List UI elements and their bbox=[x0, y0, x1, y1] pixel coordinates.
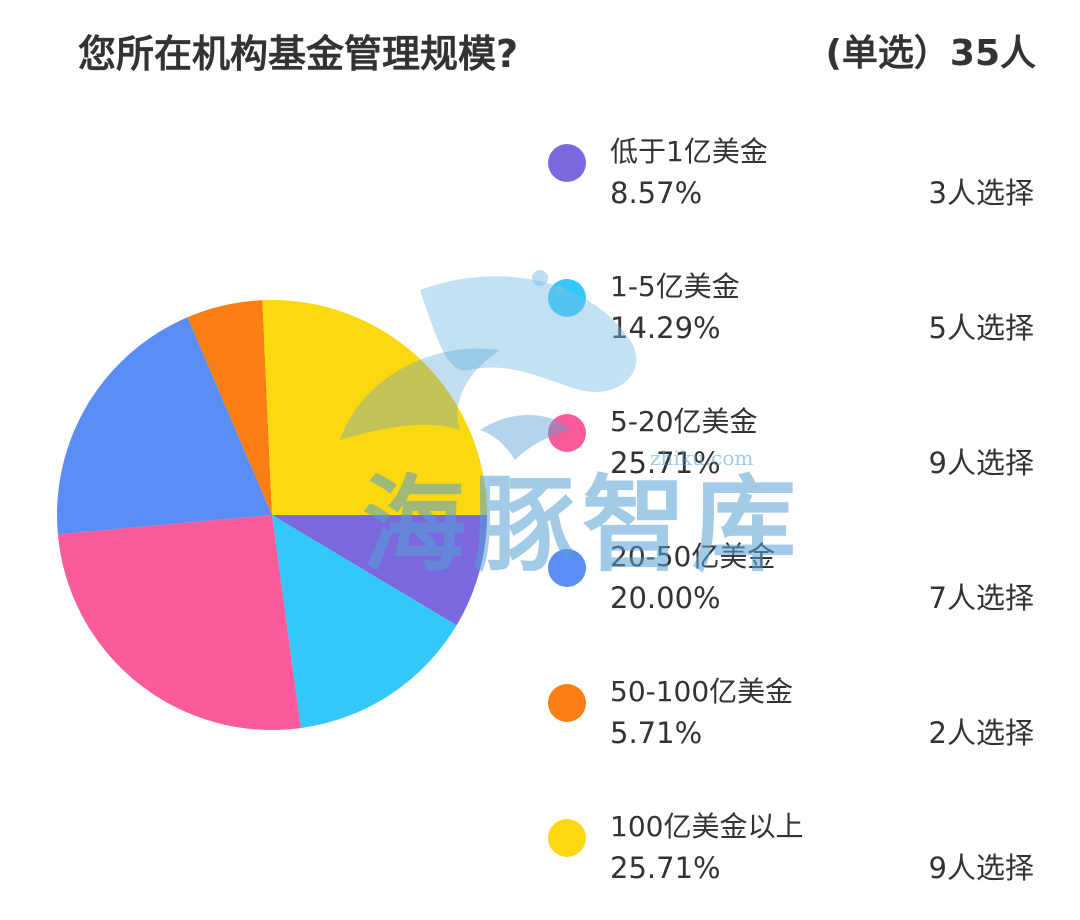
legend-count: 2人选择 bbox=[928, 716, 1034, 750]
legend-label: 50-100亿美金 bbox=[610, 675, 794, 708]
chart-title: 您所在机构基金管理规模? bbox=[78, 32, 519, 76]
response-count: (单选）35人 bbox=[825, 33, 1036, 74]
legend-percent: 20.00% bbox=[610, 581, 721, 615]
slice-under-100m bbox=[272, 515, 487, 626]
legend-item: 1-5亿美金 14.29% 5人选择 bbox=[548, 265, 1048, 365]
legend-swatch bbox=[548, 279, 586, 317]
legend-item: 100亿美金以上 25.71% 9人选择 bbox=[548, 805, 1048, 905]
legend-count: 9人选择 bbox=[928, 446, 1034, 480]
legend-label: 5-20亿美金 bbox=[610, 405, 758, 438]
legend-count: 5人选择 bbox=[928, 311, 1034, 345]
slice-2b-5b bbox=[56, 317, 272, 535]
legend-label: 1-5亿美金 bbox=[610, 270, 740, 303]
legend-count: 3人选择 bbox=[928, 176, 1034, 210]
legend-label: 低于1亿美金 bbox=[610, 135, 768, 168]
slice-5b-10b bbox=[187, 300, 272, 515]
legend-percent: 5.71% bbox=[610, 716, 703, 750]
legend-swatch bbox=[548, 819, 586, 857]
legend-item: 低于1亿美金 8.57% 3人选择 bbox=[548, 130, 1048, 230]
legend-item: 5-20亿美金 25.71% 9人选择 bbox=[548, 400, 1048, 500]
legend-percent: 14.29% bbox=[610, 311, 721, 345]
legend-label: 100亿美金以上 bbox=[610, 810, 804, 843]
legend-label: 20-50亿美金 bbox=[610, 540, 776, 573]
legend-percent: 8.57% bbox=[610, 176, 703, 210]
legend-count: 9人选择 bbox=[928, 851, 1034, 885]
slice-100m-500m bbox=[272, 515, 457, 729]
legend-swatch bbox=[548, 414, 586, 452]
pie-chart bbox=[56, 300, 487, 730]
legend-swatch bbox=[548, 144, 586, 182]
slice-500m-2b bbox=[57, 515, 301, 730]
legend-item: 50-100亿美金 5.71% 2人选择 bbox=[548, 670, 1048, 770]
legend-item: 20-50亿美金 20.00% 7人选择 bbox=[548, 535, 1048, 635]
legend-percent: 25.71% bbox=[610, 851, 721, 885]
legend-percent: 25.71% bbox=[610, 446, 721, 480]
legend-count: 7人选择 bbox=[928, 581, 1034, 615]
legend-swatch bbox=[548, 549, 586, 587]
legend-swatch bbox=[548, 684, 586, 722]
slice-over-10b bbox=[262, 300, 487, 515]
